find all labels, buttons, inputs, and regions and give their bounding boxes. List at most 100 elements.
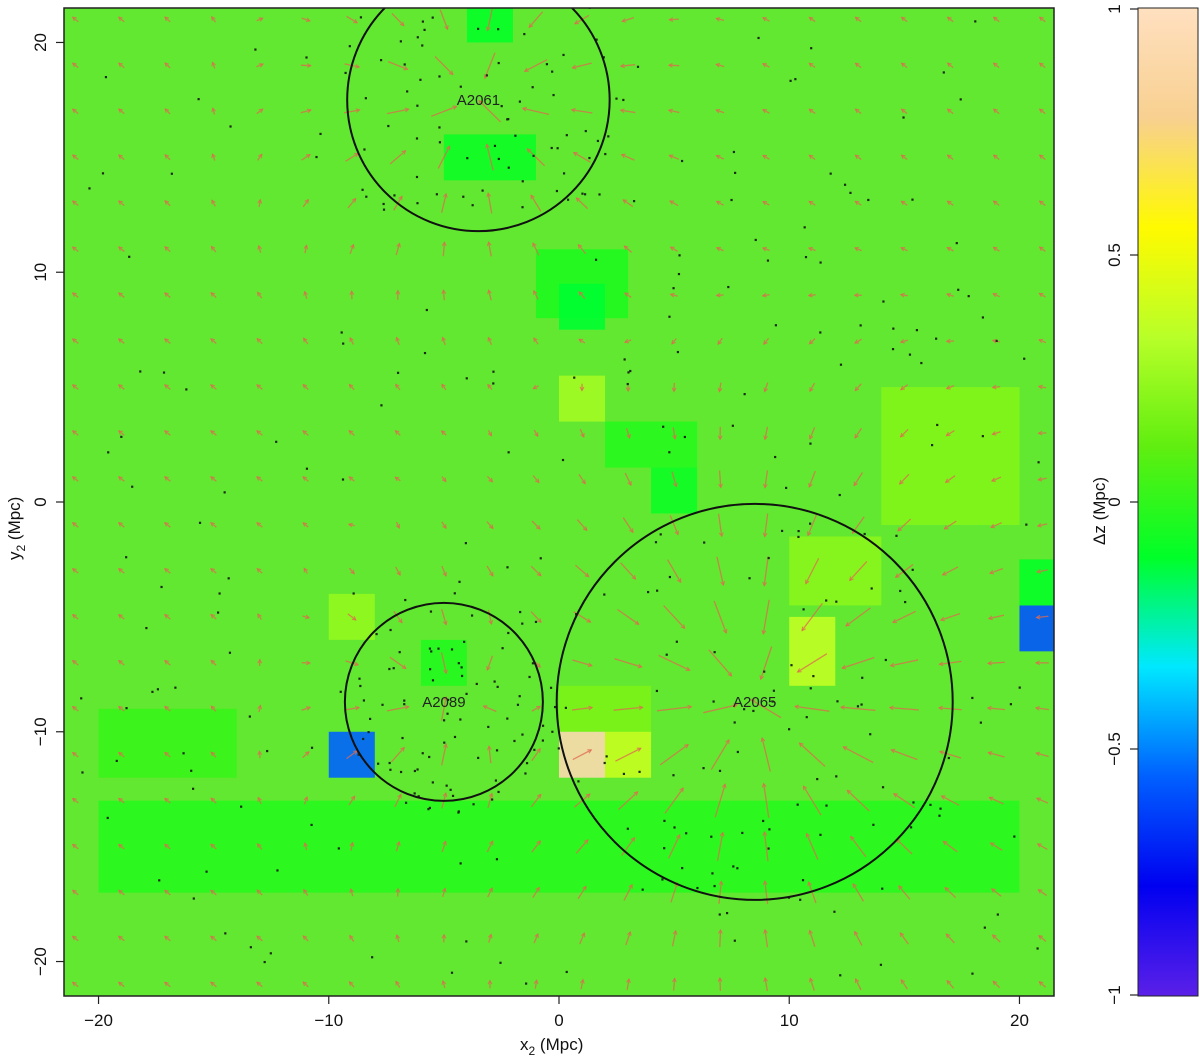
- vector-arrow: [808, 200, 816, 206]
- galaxy-point: [460, 666, 463, 669]
- vector-arrow: [1037, 569, 1048, 573]
- vector-arrow: [579, 932, 585, 945]
- vector-arrow: [672, 978, 676, 991]
- vector-arrow: [992, 293, 1000, 298]
- vector-arrow: [892, 610, 917, 624]
- vector-arrow-head: [533, 337, 538, 343]
- vector-arrow: [118, 706, 125, 712]
- vector-arrow: [801, 602, 823, 631]
- vector-arrow-head: [536, 793, 542, 799]
- vector-arrow-head: [210, 291, 216, 297]
- vector-arrow: [487, 609, 493, 625]
- galaxy-point: [81, 771, 84, 774]
- vector-arrow-head: [443, 192, 448, 198]
- galaxy-point: [115, 759, 118, 763]
- vector-arrow-head: [991, 338, 997, 344]
- galaxy-point: [382, 202, 385, 206]
- vector-arrow-head: [807, 246, 814, 252]
- galaxy-point: [403, 703, 406, 706]
- vector-field: [71, 8, 1050, 992]
- galaxy-point: [565, 970, 568, 974]
- galaxy-point: [809, 442, 812, 445]
- galaxy-point: [406, 90, 409, 93]
- vector-arrow: [845, 607, 871, 627]
- vector-arrow-head: [808, 154, 814, 160]
- vector-arrow: [302, 751, 310, 759]
- vector-arrow-head: [715, 292, 721, 298]
- vector-arrow-head: [71, 338, 77, 343]
- vector-arrow: [530, 794, 542, 808]
- vector-arrow-head: [899, 292, 905, 298]
- vector-arrow: [802, 785, 822, 816]
- vector-arrow: [210, 292, 217, 299]
- vector-arrow: [572, 659, 592, 667]
- vector-arrow: [808, 108, 816, 114]
- vector-arrow-head: [401, 664, 407, 670]
- vector-arrow: [210, 568, 217, 574]
- vector-arrow-head: [669, 246, 675, 251]
- galaxy-point: [672, 287, 675, 290]
- galaxy-point: [577, 780, 580, 783]
- vector-arrow: [762, 599, 770, 634]
- vector-arrow: [118, 981, 125, 988]
- galaxy-point: [712, 700, 715, 703]
- vector-arrow-head: [1037, 889, 1043, 894]
- galaxy-point: [403, 63, 406, 66]
- vector-arrow: [764, 382, 769, 392]
- galaxy-point: [396, 371, 400, 374]
- vector-arrow: [304, 291, 308, 299]
- vector-arrow: [164, 430, 171, 436]
- vector-arrow-head: [117, 613, 123, 619]
- galaxy-point: [481, 189, 484, 192]
- galaxy-point: [981, 316, 985, 319]
- vector-arrow: [854, 931, 863, 946]
- vector-arrow-head: [71, 384, 77, 389]
- vector-arrow-head: [850, 835, 855, 841]
- galaxy-point: [809, 687, 812, 690]
- galaxy-point: [341, 478, 345, 481]
- vector-arrow: [72, 384, 79, 390]
- vector-arrow-head: [1037, 384, 1043, 390]
- vector-arrow: [807, 881, 817, 904]
- vector-arrow-head: [940, 795, 946, 800]
- galaxy-point: [819, 833, 822, 836]
- galaxy-point: [339, 690, 342, 693]
- vector-arrow: [669, 154, 680, 160]
- vector-arrow-head: [302, 337, 308, 343]
- vector-arrow-head: [987, 615, 993, 621]
- vector-arrow-head: [794, 704, 800, 710]
- vector-arrow: [993, 16, 1000, 23]
- vector-arrow-head: [442, 791, 448, 798]
- vector-arrow-head: [760, 736, 766, 743]
- vector-arrow: [890, 659, 919, 667]
- galaxy-point: [358, 677, 361, 680]
- vector-arrow-head: [668, 17, 674, 22]
- vector-arrow-head: [991, 934, 997, 940]
- galaxy-point: [967, 295, 970, 298]
- galaxy-point: [626, 382, 629, 386]
- vector-arrow-head: [71, 889, 77, 895]
- galaxy-point: [774, 324, 777, 327]
- galaxy-point: [899, 589, 902, 593]
- vector-arrow-head: [210, 338, 216, 343]
- y-tick-label: −20: [31, 947, 50, 976]
- vector-arrow-head: [637, 663, 643, 669]
- vector-arrow: [710, 739, 730, 770]
- galaxy-point: [797, 530, 800, 533]
- vector-arrow: [855, 16, 862, 23]
- vector-arrow-head: [257, 704, 263, 710]
- vector-arrow: [854, 200, 862, 206]
- vector-arrow-head: [403, 65, 409, 71]
- vector-arrow-head: [441, 979, 447, 986]
- vector-arrow: [761, 737, 771, 772]
- vector-arrow: [393, 610, 403, 623]
- galaxy-point: [475, 682, 478, 686]
- vector-arrow: [118, 200, 125, 207]
- vector-arrow: [716, 63, 725, 68]
- galaxy-point: [457, 811, 460, 814]
- galaxy-point: [668, 575, 672, 579]
- vector-arrow: [624, 292, 632, 298]
- vector-arrow-head: [1034, 660, 1040, 666]
- galaxy-point: [337, 847, 340, 850]
- galaxy-point: [423, 4, 425, 6]
